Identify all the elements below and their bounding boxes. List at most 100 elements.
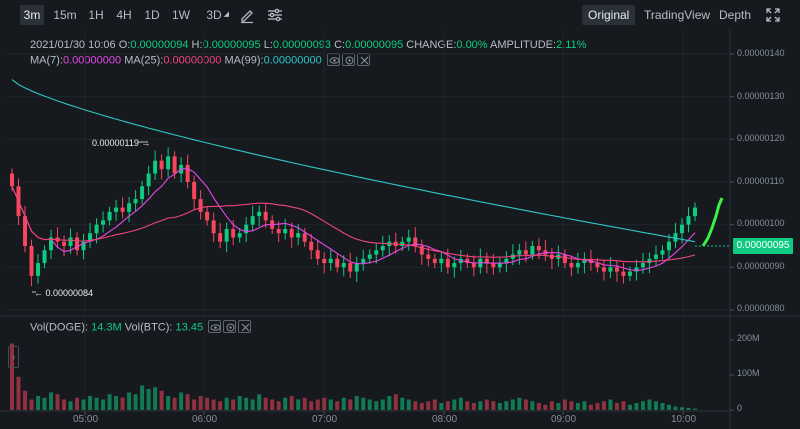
volume-bar (595, 403, 600, 410)
candle-body (101, 220, 106, 225)
amplitude-value: 2.11% (556, 39, 587, 51)
pencil-draw-icon[interactable] (238, 6, 256, 24)
candle-body (335, 258, 340, 268)
candle-body (608, 267, 613, 272)
ma-visibility-icon[interactable] (326, 53, 340, 66)
candle-body (465, 258, 470, 264)
volume-bar (36, 396, 41, 410)
vol-btc-label: Vol(BTC): (124, 321, 173, 334)
candle-body (627, 271, 632, 276)
volume-bar (380, 399, 385, 410)
volume-bar (257, 394, 262, 410)
dropdown-corner-icon: ◢ (223, 11, 229, 18)
volume-bar (62, 399, 67, 410)
ma-settings-icon[interactable] (341, 53, 355, 66)
volume-bar (653, 401, 658, 410)
candle-body (361, 258, 366, 264)
vol-settings-icon[interactable] (223, 320, 237, 333)
volume-bar (510, 399, 515, 410)
candle-body (621, 271, 626, 276)
chart-toolbar: 3m 15m 1H 4H 1D 1W 3D ◢ Original TradingV… (0, 0, 800, 30)
candle-body (679, 224, 684, 234)
indicator-settings-icon[interactable] (266, 6, 284, 24)
candle-body (62, 241, 67, 246)
view-depth[interactable]: Depth (719, 8, 752, 22)
candle-body (504, 258, 509, 264)
volume-bar (530, 401, 535, 410)
candle-body (530, 246, 535, 255)
candle-body (257, 211, 262, 217)
low-marker-value: 0.00000084 (45, 288, 94, 298)
timeframe-15m[interactable]: 15m (53, 8, 77, 22)
candle-body (211, 220, 216, 234)
volume-bar (231, 399, 236, 410)
candle-body (296, 233, 301, 238)
timeframe-3d-label: 3D (206, 8, 222, 22)
volume-tick-label: 0 (737, 403, 743, 413)
ma99-value: 0.00000000 (263, 54, 322, 67)
candle-body (250, 216, 255, 225)
volume-bar (374, 401, 379, 410)
view-tradingview[interactable]: TradingView (644, 8, 711, 22)
candle-body (497, 263, 502, 268)
candle-body (81, 241, 86, 251)
view-original[interactable]: Original (582, 5, 636, 25)
timeframe-1w[interactable]: 1W (172, 8, 190, 22)
timeframe-4h[interactable]: 4H (116, 8, 132, 22)
candle-body (413, 237, 418, 246)
price-tick-label: 0.00000130 (737, 91, 785, 101)
volume-bar (218, 401, 223, 410)
candle-body (367, 254, 372, 259)
volume-bar (335, 401, 340, 410)
collapse-panel-icon[interactable]: › (8, 346, 19, 368)
candle-body (127, 203, 132, 212)
volume-bar (94, 397, 99, 410)
fullscreen-icon[interactable] (764, 6, 782, 24)
candle-body (647, 258, 652, 264)
volume-bar (283, 397, 288, 410)
ma-close-icon[interactable] (356, 53, 370, 66)
volume-bar (588, 404, 593, 410)
ma7-line (11, 168, 696, 271)
volume-bar (88, 396, 93, 410)
timeframe-1d[interactable]: 1D (144, 8, 160, 22)
volume-bar (647, 399, 652, 410)
low-value: 0.00000093 (272, 39, 332, 51)
timeframe-1h[interactable]: 1H (88, 8, 104, 22)
volume-bar (42, 397, 47, 410)
price-tick-label: 0.00000120 (737, 133, 785, 143)
candle-body (16, 186, 21, 217)
candle-body (23, 216, 28, 246)
volume-bar (614, 403, 619, 410)
candle-body (283, 228, 288, 234)
volume-bar (627, 404, 632, 410)
vol-close-icon[interactable] (238, 320, 252, 333)
candle-body (146, 173, 151, 187)
arrow-left-icon: ← (34, 288, 43, 298)
volume-bar (127, 392, 132, 410)
volume-bar (445, 401, 450, 410)
ma7-value: 0.00000000 (63, 54, 122, 67)
candle-body (348, 263, 353, 272)
candle-body (406, 237, 411, 242)
candle-body (426, 254, 431, 259)
candle-body (231, 228, 236, 238)
volume-bar (549, 401, 554, 410)
volume-bar (666, 404, 671, 410)
volume-bar (179, 392, 184, 410)
vol-visibility-icon[interactable] (208, 320, 222, 333)
volume-bar (556, 403, 561, 410)
volume-bar (400, 397, 405, 410)
candle-body (322, 258, 327, 264)
volume-bar (569, 401, 574, 410)
candle-body (549, 254, 554, 259)
timeframe-3d-dropdown[interactable]: 3D ◢ (203, 5, 229, 25)
volume-bar (296, 399, 301, 410)
candle-body (400, 241, 405, 246)
volume-bar (660, 403, 665, 410)
candle-body (328, 258, 333, 264)
price-tick-label: 0.00000090 (737, 261, 785, 271)
candle-body (224, 228, 229, 242)
timeframe-3m[interactable]: 3m (20, 5, 44, 25)
volume-bar (159, 390, 164, 410)
